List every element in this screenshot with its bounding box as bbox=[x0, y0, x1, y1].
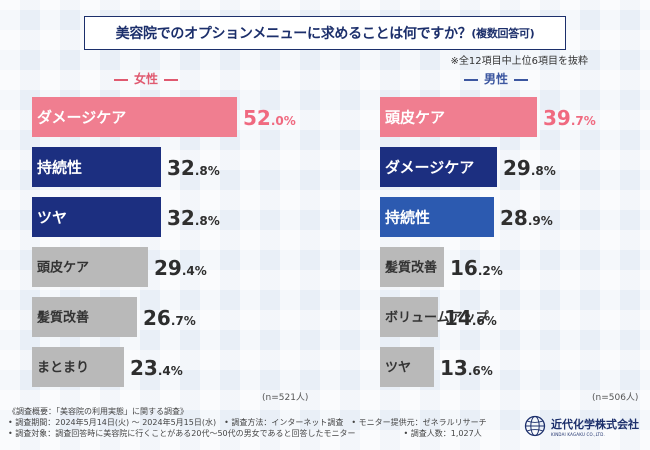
male-bar-2 bbox=[380, 147, 497, 187]
male-bar-5 bbox=[380, 297, 438, 337]
female-value-int-5: 26 bbox=[143, 306, 171, 330]
male-value-int-5: 14 bbox=[444, 306, 472, 330]
page-title: 美容院でのオプションメニューに求めることは何ですか？ (複数回答可) bbox=[84, 16, 566, 50]
female-bar-label-5: 髪質改善 bbox=[36, 310, 89, 326]
female-bar-label-1: ダメージケア bbox=[37, 109, 126, 127]
female-bar-1 bbox=[32, 97, 237, 137]
heading-dash-right bbox=[164, 78, 178, 81]
page-title-main: 美容院でのオプションメニューに求めることは何ですか？ bbox=[115, 26, 472, 42]
male-value-int-1: 39 bbox=[543, 106, 571, 130]
male-value-label-2: 29.8% bbox=[503, 156, 556, 180]
male-value-int-2: 29 bbox=[503, 156, 531, 180]
female-bar-label-6: まとまり bbox=[37, 361, 89, 376]
footer-target: • 調査対象：調査回答時に美容院に行くことがある20代～50代の男女であると回答… bbox=[8, 429, 482, 438]
female-value-label-1: 52.0% bbox=[243, 106, 296, 130]
female-value-int-3: 32 bbox=[167, 206, 195, 230]
female-value-int-6: 23 bbox=[130, 356, 158, 380]
heading-dash-right bbox=[514, 78, 528, 81]
female-value-label-3: 32.8% bbox=[167, 206, 220, 230]
male-value-label-3: 28.9% bbox=[500, 206, 553, 230]
male-value-label-5: 14.6% bbox=[444, 306, 497, 330]
male-bar-4 bbox=[380, 247, 444, 287]
male-value-frac-4: .2% bbox=[478, 264, 503, 278]
male-bar-label-1: 頭皮ケア bbox=[385, 109, 445, 127]
male-value-label-1: 39.7% bbox=[543, 106, 596, 130]
female-value-label-4: 29.4% bbox=[154, 256, 207, 280]
female-value-frac-2: .8% bbox=[195, 164, 220, 178]
male-bar-1 bbox=[380, 97, 537, 137]
company-name: 近代化学株式会社 bbox=[551, 417, 639, 431]
male-value-frac-2: .8% bbox=[531, 164, 556, 178]
female-sample-size: (n=521人) bbox=[262, 393, 309, 403]
heading-dash-left bbox=[113, 78, 128, 81]
male-bar-6 bbox=[380, 347, 434, 387]
female-bar-2 bbox=[32, 147, 161, 187]
page-title-sub: (複数回答可) bbox=[471, 27, 535, 40]
female-value-int-4: 29 bbox=[154, 256, 182, 280]
female-bar-label-4: 頭皮ケア bbox=[37, 260, 89, 276]
female-value-frac-3: .8% bbox=[195, 214, 220, 228]
female-value-label-5: 26.7% bbox=[143, 306, 196, 330]
globe-icon bbox=[524, 415, 546, 437]
female-value-int-2: 32 bbox=[167, 156, 195, 180]
male-value-int-3: 28 bbox=[500, 206, 528, 230]
male-value-int-6: 13 bbox=[440, 356, 468, 380]
male-heading-text: 男性 bbox=[483, 72, 508, 86]
company-block: 近代化学株式会社 KINDAI KAGAKU CO.,LTD. bbox=[524, 410, 646, 442]
female-bar-4 bbox=[32, 247, 148, 287]
excerpt-note: ※全12項目中上位6項目を抜粋 bbox=[450, 56, 588, 67]
male-bar-label-5: ボリュームアップ bbox=[385, 310, 490, 326]
female-value-int-1: 52 bbox=[243, 106, 271, 130]
male-bar-3 bbox=[380, 197, 494, 237]
female-value-frac-1: .0% bbox=[271, 114, 296, 128]
male-heading: 男性 bbox=[446, 70, 546, 87]
male-bar-label-2: ダメージケア bbox=[385, 159, 474, 177]
male-value-int-4: 16 bbox=[450, 256, 478, 280]
survey-footer: 《調査概要：「美容院の利用実態」に関する調査》 • 調査期間：2024年5月14… bbox=[8, 406, 487, 439]
female-heading-text: 女性 bbox=[133, 72, 158, 86]
female-value-frac-6: .4% bbox=[158, 364, 183, 378]
female-bar-3 bbox=[32, 197, 161, 237]
female-value-label-2: 32.8% bbox=[167, 156, 220, 180]
male-sample-size: (n=506人) bbox=[592, 393, 639, 403]
male-value-label-4: 16.2% bbox=[450, 256, 503, 280]
footer-period: • 調査期間：2024年5月14日(火) ～ 2024年5月15日(水) • 調… bbox=[8, 418, 487, 427]
male-value-frac-1: .7% bbox=[571, 114, 596, 128]
female-bar-label-2: 持続性 bbox=[37, 159, 82, 177]
male-value-frac-3: .9% bbox=[528, 214, 553, 228]
male-value-frac-6: .6% bbox=[468, 364, 493, 378]
footer-title: 《調査概要：「美容院の利用実態」に関する調査》 bbox=[8, 407, 188, 416]
female-value-frac-5: .7% bbox=[171, 314, 196, 328]
male-bar-label-6: ツヤ bbox=[385, 361, 411, 376]
male-bar-label-3: 持続性 bbox=[385, 209, 430, 227]
heading-dash-left bbox=[463, 78, 478, 81]
male-value-label-6: 13.6% bbox=[440, 356, 493, 380]
female-bar-6 bbox=[32, 347, 124, 387]
male-value-frac-5: .6% bbox=[472, 314, 497, 328]
female-value-label-6: 23.4% bbox=[130, 356, 183, 380]
female-heading: 女性 bbox=[96, 70, 196, 87]
company-name-en: KINDAI KAGAKU CO.,LTD. bbox=[551, 431, 605, 437]
female-bar-label-3: ツヤ bbox=[37, 209, 67, 227]
female-value-frac-4: .4% bbox=[182, 264, 207, 278]
male-bar-label-4: 髪質改善 bbox=[384, 260, 437, 276]
female-bar-5 bbox=[32, 297, 137, 337]
